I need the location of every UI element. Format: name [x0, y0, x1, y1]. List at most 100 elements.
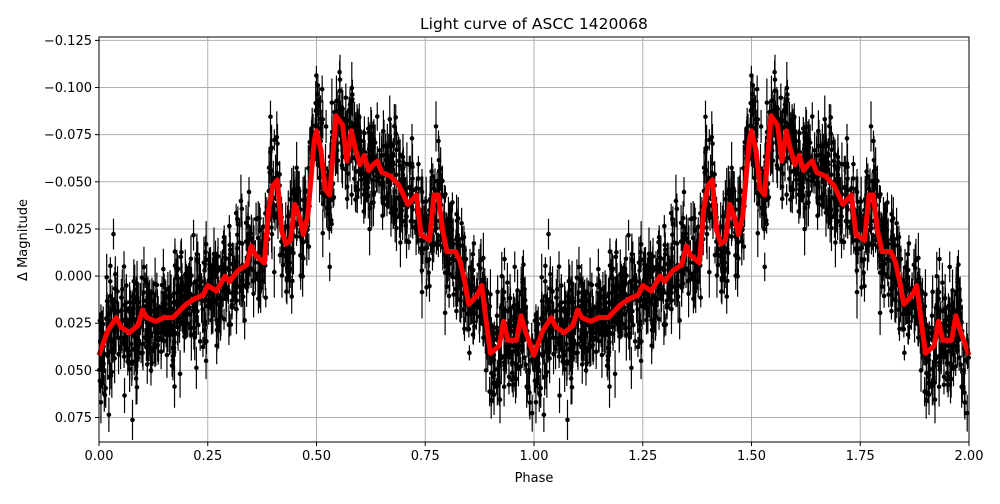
data-point [443, 311, 448, 316]
data-point [135, 385, 140, 390]
data-point [436, 243, 441, 248]
data-point [280, 273, 285, 278]
data-point [520, 277, 525, 282]
data-point [356, 138, 361, 143]
data-point [191, 304, 196, 309]
data-point [219, 265, 224, 270]
data-point [662, 268, 667, 273]
data-point [116, 309, 121, 314]
data-point [237, 240, 242, 245]
data-point [272, 270, 277, 275]
data-point [801, 126, 806, 131]
data-point [162, 339, 167, 344]
data-point [338, 77, 343, 82]
data-point [149, 368, 154, 373]
data-point [502, 367, 507, 372]
data-point [102, 352, 107, 357]
data-point [947, 314, 952, 319]
data-point [502, 257, 507, 262]
data-point [385, 158, 390, 163]
data-point [149, 334, 154, 339]
data-point [278, 253, 283, 258]
data-point [539, 275, 544, 280]
data-point [130, 418, 135, 423]
data-point [511, 382, 516, 387]
data-point [330, 100, 335, 105]
data-point [132, 334, 137, 339]
data-point [410, 136, 415, 141]
data-point [410, 176, 415, 181]
data-point [575, 350, 580, 355]
data-point [99, 328, 104, 333]
data-point [103, 386, 108, 391]
data-point [879, 284, 884, 289]
data-point [257, 279, 262, 284]
data-point [214, 298, 219, 303]
data-point [454, 309, 459, 314]
data-point [937, 257, 942, 262]
data-point [356, 128, 361, 133]
data-point [940, 280, 945, 285]
data-point [350, 99, 355, 104]
data-point [189, 257, 194, 262]
data-point [389, 143, 394, 148]
data-point [344, 95, 349, 100]
data-point [170, 363, 175, 368]
data-point [382, 196, 387, 201]
data-point [584, 361, 589, 366]
data-point [214, 318, 219, 323]
data-point [105, 299, 110, 304]
data-point [613, 372, 618, 377]
data-point [502, 290, 507, 295]
data-point [784, 105, 789, 110]
data-point [467, 351, 472, 356]
data-point [375, 114, 380, 119]
data-point [471, 252, 476, 257]
data-point [219, 314, 224, 319]
data-point [349, 105, 354, 110]
data-point [122, 264, 127, 269]
data-point [450, 275, 455, 280]
data-point [859, 199, 864, 204]
data-point [424, 199, 429, 204]
data-point [385, 202, 390, 207]
data-point [324, 124, 329, 129]
data-point [785, 86, 790, 91]
data-point [396, 140, 401, 145]
data-point [492, 337, 497, 342]
data-point [600, 353, 605, 358]
data-point [350, 86, 355, 91]
data-point [462, 327, 467, 332]
data-point [171, 354, 176, 359]
data-point [99, 362, 104, 367]
data-point [586, 349, 591, 354]
data-point [194, 310, 199, 315]
data-point [444, 284, 449, 289]
data-point [438, 167, 443, 172]
data-point [175, 274, 180, 279]
data-point [155, 310, 160, 315]
data-point [369, 201, 374, 206]
data-point [336, 158, 341, 163]
data-point [227, 224, 232, 229]
data-point [246, 232, 251, 237]
data-point [451, 242, 456, 247]
data-point [423, 246, 428, 251]
data-point [948, 303, 953, 308]
data-point [301, 256, 306, 261]
data-point [272, 138, 277, 143]
data-point [289, 294, 294, 299]
data-point [227, 268, 232, 273]
data-point [349, 192, 354, 197]
data-point [956, 262, 961, 267]
data-point [538, 386, 543, 391]
data-point [710, 141, 715, 146]
data-point [122, 393, 127, 398]
data-point [168, 293, 173, 298]
data-point [393, 115, 398, 120]
data-point [420, 190, 425, 195]
data-point [471, 276, 476, 281]
data-point [924, 371, 929, 376]
data-point [563, 300, 568, 305]
data-point [184, 313, 189, 318]
